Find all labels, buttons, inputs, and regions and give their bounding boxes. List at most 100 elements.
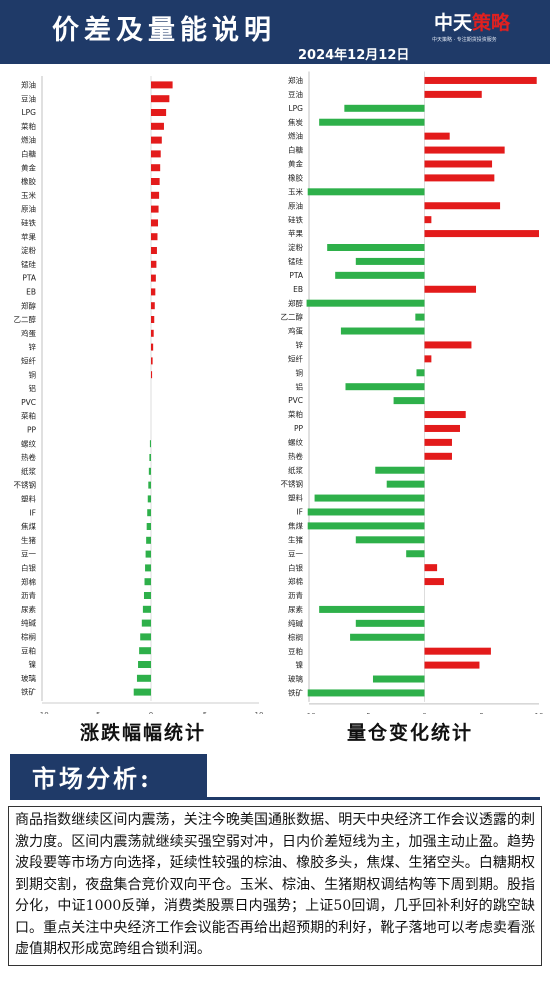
charts-area: -10-50510郑油豆油LPG菜粕燃油白糖黄金橡胶玉米原油硅铁苹果淀粉锰硅PT… <box>14 71 544 714</box>
category-label: 玉米 <box>288 186 303 196</box>
data-bar <box>151 329 154 337</box>
category-label: 豆油 <box>288 89 303 99</box>
data-bar <box>424 202 501 210</box>
category-label: 苹果 <box>288 228 303 238</box>
data-bar <box>147 509 151 517</box>
category-label: 热卷 <box>21 452 36 462</box>
category-label: 铁矿 <box>288 688 303 698</box>
category-label: 玉米 <box>21 190 36 200</box>
data-bar <box>138 661 151 668</box>
category-label: 豆一 <box>288 549 303 558</box>
data-bar <box>355 619 425 627</box>
data-bar <box>151 247 157 254</box>
category-label: EB <box>26 288 36 297</box>
category-label: PP <box>294 424 304 433</box>
category-label: 生猪 <box>288 534 303 544</box>
category-label: 尿素 <box>21 604 36 614</box>
category-label: PVC <box>288 396 303 405</box>
data-bar <box>314 494 425 502</box>
data-bar <box>424 424 460 432</box>
data-bar <box>139 647 151 655</box>
data-bar <box>144 578 151 586</box>
category-label: 豆一 <box>21 550 36 559</box>
data-bar <box>340 327 425 335</box>
data-bar <box>424 76 537 84</box>
market-section-header: 市场分析: <box>10 754 207 800</box>
category-label: 黄金 <box>288 159 303 169</box>
data-bar <box>424 452 452 460</box>
data-bar <box>424 285 477 293</box>
data-bar <box>149 454 151 461</box>
data-bar <box>151 371 153 379</box>
category-label: 郑醇 <box>21 300 36 310</box>
category-label: 焦炭 <box>288 117 303 127</box>
data-bar <box>386 480 425 488</box>
category-label: 郑醇 <box>288 298 303 308</box>
data-bar <box>307 188 425 196</box>
data-bar <box>151 260 157 268</box>
data-bar <box>146 523 151 530</box>
data-bar <box>145 564 151 572</box>
data-bar <box>151 191 160 199</box>
category-label: 乙二醇 <box>281 312 304 322</box>
data-bar <box>424 160 493 168</box>
data-bar <box>142 605 151 613</box>
category-label: 热卷 <box>288 451 303 461</box>
category-label: EB <box>293 285 303 294</box>
data-bar <box>145 550 151 558</box>
category-label: 短纤 <box>288 353 303 363</box>
data-bar <box>424 174 495 182</box>
data-bar <box>372 675 425 683</box>
category-label: 郑棉 <box>21 576 36 586</box>
category-label: 豆粕 <box>21 645 36 655</box>
category-label: 苹果 <box>21 231 36 241</box>
x-tick-label: -5 <box>364 712 371 714</box>
category-label: 豆粕 <box>288 646 303 656</box>
data-bar <box>148 467 151 475</box>
data-bar <box>306 299 425 307</box>
x-tick-label: 0 <box>422 712 426 714</box>
data-bar <box>151 316 155 323</box>
price-change-caption: 涨跌幅幅统计 <box>80 722 207 744</box>
data-bar <box>424 564 438 572</box>
data-bar <box>307 508 425 516</box>
data-bar <box>151 150 161 158</box>
data-bar <box>136 674 151 682</box>
data-bar <box>151 288 156 296</box>
category-label: 菜粕 <box>288 409 303 419</box>
category-label: 鸡蛋 <box>288 326 303 336</box>
data-bar <box>406 550 425 558</box>
category-label: 锌 <box>29 342 37 352</box>
category-label: 郑棉 <box>288 576 303 586</box>
data-bar <box>151 136 162 144</box>
category-label: 生猪 <box>21 535 36 545</box>
data-bar <box>424 146 505 154</box>
x-tick-label: 10 <box>535 712 544 714</box>
data-bar <box>424 647 491 655</box>
x-tick-label: 10 <box>255 711 264 714</box>
category-label: PTA <box>22 274 37 283</box>
category-label: 纸浆 <box>288 465 303 475</box>
category-label: 橡胶 <box>21 176 36 186</box>
category-label: 黄金 <box>21 162 36 172</box>
category-label: 燃油 <box>21 135 36 145</box>
data-bar <box>424 438 452 446</box>
category-label: PTA <box>289 271 304 280</box>
category-label: 不锈钢 <box>281 479 304 489</box>
category-label: 塑料 <box>21 494 36 504</box>
category-label: IF <box>29 508 36 517</box>
data-bar <box>424 661 480 669</box>
data-bar <box>375 466 425 474</box>
logo-main: 中天 <box>434 12 473 34</box>
category-label: 不锈钢 <box>14 480 37 490</box>
category-label: 锰硅 <box>288 256 303 266</box>
data-bar <box>151 233 158 241</box>
category-label: 白银 <box>288 562 303 572</box>
category-label: 豆油 <box>21 93 36 103</box>
x-tick-label: 5 <box>203 711 207 714</box>
category-label: 螺纹 <box>21 438 36 448</box>
section-divider <box>10 797 540 800</box>
x-tick-label: -10 <box>37 711 48 714</box>
x-tick-label: 5 <box>480 712 484 714</box>
category-label: 鸡蛋 <box>21 328 36 338</box>
